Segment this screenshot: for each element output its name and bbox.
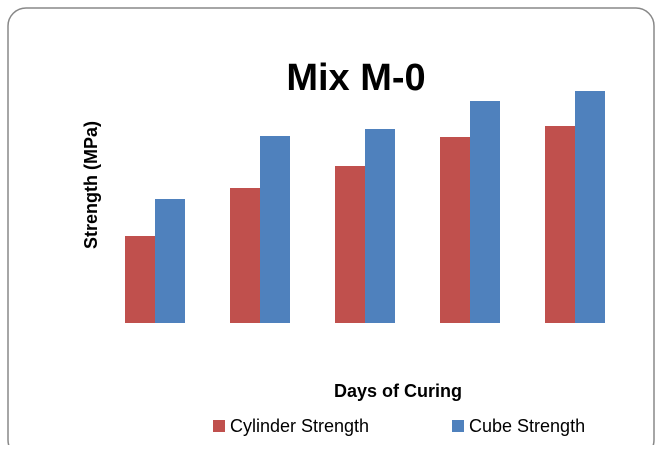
bar xyxy=(575,91,605,323)
bar xyxy=(230,188,260,323)
legend-swatch xyxy=(213,420,225,432)
bar xyxy=(125,236,155,323)
bar xyxy=(545,126,575,323)
legend-label: Cylinder Strength xyxy=(230,416,369,436)
bar xyxy=(260,136,290,323)
bar xyxy=(335,166,365,323)
bar xyxy=(470,101,500,323)
y-axis-title: Strength (MPa) xyxy=(81,121,101,249)
legend-label: Cube Strength xyxy=(469,416,585,436)
legend-swatch xyxy=(452,420,464,432)
bar xyxy=(440,137,470,323)
x-axis-title: Days of Curing xyxy=(334,381,462,401)
bar xyxy=(365,129,395,323)
chart-title: Mix M-0 xyxy=(286,57,425,99)
bar xyxy=(155,199,185,323)
